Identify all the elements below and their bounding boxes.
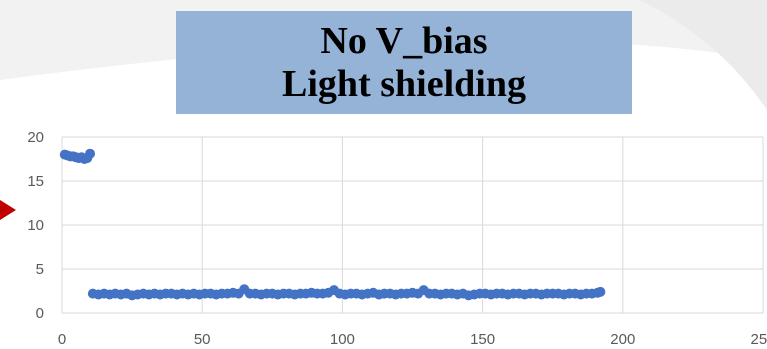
title-line-1: No V_bias <box>320 19 488 62</box>
y-tick-label: 10 <box>27 217 44 234</box>
gridlines <box>61 136 764 314</box>
y-tick-label: 15 <box>27 173 44 190</box>
data-point <box>85 148 96 159</box>
y-tick-label: 20 <box>27 129 44 146</box>
data-point <box>595 286 606 297</box>
red-arrow-icon <box>0 200 16 220</box>
y-tick-label: 5 <box>36 261 44 278</box>
x-tick-label: 250 <box>750 331 767 348</box>
title-line-2: Light shielding <box>282 62 526 105</box>
y-tick-label: 0 <box>36 305 44 322</box>
x-tick-label: 50 <box>194 331 211 348</box>
title-box: No V_bias Light shielding <box>176 11 632 114</box>
x-tick-label: 100 <box>330 331 355 348</box>
x-tick-label: 0 <box>58 331 66 348</box>
tick-labels: 05101520050100150200250 <box>27 129 767 348</box>
x-tick-label: 200 <box>610 331 635 348</box>
x-tick-label: 150 <box>470 331 495 348</box>
data-points <box>59 148 606 301</box>
